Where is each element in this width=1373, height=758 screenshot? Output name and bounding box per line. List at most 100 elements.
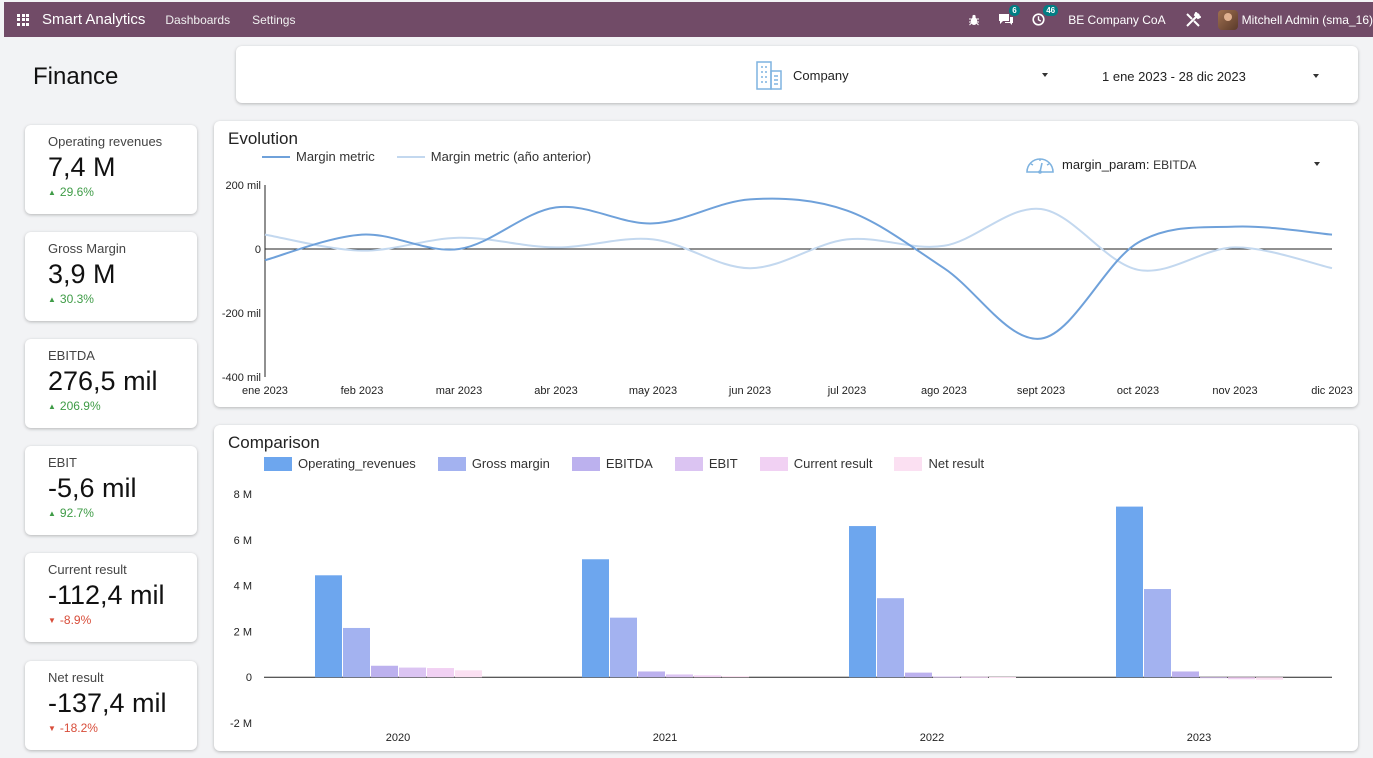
legend-label: EBIT <box>708 456 738 471</box>
bar-operating-revenues-2023 <box>1116 506 1143 678</box>
app-name[interactable]: Smart Analytics <box>42 11 146 28</box>
bar-current-result-2020 <box>427 668 454 678</box>
legend-item-current-result[interactable]: Current result <box>759 456 873 471</box>
menu-dashboards[interactable]: Dashboards <box>165 12 231 27</box>
legend-swatch <box>674 456 703 471</box>
kpi-label: EBIT <box>48 455 77 470</box>
y-tick-label: 2 M <box>234 626 252 638</box>
x-tick-label: may 2023 <box>629 385 677 397</box>
x-tick-label: nov 2023 <box>1212 385 1257 397</box>
legend-label: Net result <box>928 456 985 471</box>
y-tick-label: -2 M <box>230 718 252 730</box>
legend-item-ebitda[interactable]: EBITDA <box>571 456 653 471</box>
x-tick-label: abr 2023 <box>534 385 577 397</box>
bar-gross-margin-2022 <box>877 598 904 678</box>
kpi-change: ▲ 30.3% <box>48 292 197 306</box>
kpi-card-ebit[interactable]: EBIT -5,6 mil ▲ 92.7% <box>25 446 197 535</box>
arrow-up-icon: ▲ <box>48 508 56 518</box>
date-range-select[interactable]: 1 ene 2023 - 28 dic 2023 <box>1102 66 1319 86</box>
series-line-margin-metric <box>264 197 1333 340</box>
y-tick-label: -200 mil <box>222 308 261 320</box>
bar-current-result-2021 <box>694 675 721 678</box>
kpi-value: -5,6 mil <box>48 473 137 503</box>
x-tick-label: 2021 <box>653 732 677 744</box>
kpi-value: 7,4 M <box>48 152 116 182</box>
comparison-legend: Operating_revenues Gross margin EBITDA EBIT… <box>264 456 1006 471</box>
messages-count-badge: 6 <box>1009 5 1020 16</box>
kpi-label: EBITDA <box>48 348 95 363</box>
arrow-up-icon: ▲ <box>48 187 56 197</box>
x-tick-label: ene 2023 <box>242 385 288 397</box>
date-range-value: 1 ene 2023 - 28 dic 2023 <box>1102 68 1246 84</box>
activities-count-badge: 46 <box>1043 5 1059 16</box>
legend-item-margin-metric[interactable]: Margin metric <box>262 149 375 164</box>
legend-label: EBITDA <box>605 456 653 471</box>
comparison-chart-panel: Comparison Operating_revenues Gross margi… <box>214 425 1358 751</box>
x-tick-label: mar 2023 <box>436 385 482 397</box>
kpi-card-operating-revenues[interactable]: Operating revenues 7,4 M ▲ 29.6% <box>25 125 197 214</box>
legend-swatch <box>437 456 466 471</box>
kpi-label: Net result <box>48 670 104 685</box>
tools-icon[interactable] <box>1185 11 1201 28</box>
evolution-legend: Margin metric Margin metric (año anterio… <box>262 149 613 164</box>
comparison-chart-title: Comparison <box>228 433 320 452</box>
bar-ebit-2022 <box>933 676 960 678</box>
menu-settings[interactable]: Settings <box>252 12 296 27</box>
y-tick-label: 6 M <box>234 535 252 547</box>
x-tick-label: dic 2023 <box>1311 385 1353 397</box>
bar-current-result-2023 <box>1228 677 1255 680</box>
legend-item-operating-revenues[interactable]: Operating_revenues <box>264 456 416 471</box>
arrow-down-icon: ▼ <box>48 723 56 733</box>
bar-operating-revenues-2022 <box>849 526 876 678</box>
legend-item-gross-margin[interactable]: Gross margin <box>437 456 550 471</box>
kpi-change: ▲ 29.6% <box>48 185 197 199</box>
legend-item-margin-metric-previous[interactable]: Margin metric (año anterior) <box>396 149 592 164</box>
kpi-change: ▲ 206.9% <box>48 399 197 413</box>
bar-gross-margin-2021 <box>610 617 637 678</box>
legend-label: Current result <box>793 456 873 471</box>
apps-menu-icon[interactable] <box>8 2 38 37</box>
kpi-card-gross-margin[interactable]: Gross Margin 3,9 M ▲ 30.3% <box>25 232 197 321</box>
company-switcher[interactable]: BE Company CoA <box>1068 12 1166 27</box>
messages-icon[interactable]: 6 <box>998 5 1020 26</box>
kpi-card-net-result[interactable]: Net result -137,4 mil ▼ -18.2% <box>25 661 197 750</box>
series-line-margin-metric-previous <box>264 207 1333 272</box>
debug-bug-icon[interactable] <box>968 14 980 26</box>
gauge-icon <box>1026 158 1054 174</box>
kpi-value: 3,9 M <box>48 259 116 289</box>
legend-item-net-result[interactable]: Net result <box>894 456 984 471</box>
company-filter-select[interactable]: Company <box>753 60 1048 90</box>
company-filter-label: Company <box>793 67 849 83</box>
bar-ebit-2023 <box>1200 677 1227 679</box>
x-tick-label: jun 2023 <box>728 385 771 397</box>
kpi-change-value: -8.9% <box>59 613 92 627</box>
margin-param-select[interactable]: margin_param: EBITDA <box>1024 150 1320 178</box>
legend-item-ebit[interactable]: EBIT <box>674 456 738 471</box>
activities-clock-icon[interactable]: 46 <box>1032 5 1059 26</box>
legend-swatch <box>264 456 292 471</box>
navbar-systray: 6 46 BE Company CoA Mitchell Admin (sma_… <box>959 2 1373 37</box>
kpi-value: -137,4 mil <box>48 688 167 718</box>
kpi-value: -112,4 mil <box>48 580 165 610</box>
kpi-change-value: 30.3% <box>59 292 94 306</box>
building-icon <box>756 61 782 90</box>
y-tick-label: 200 mil <box>226 180 261 192</box>
page-title: Finance <box>33 63 119 90</box>
y-tick-label: 8 M <box>234 489 252 501</box>
y-tick-label: 0 <box>255 244 261 256</box>
kpi-card-ebitda[interactable]: EBITDA 276,5 mil ▲ 206.9% <box>25 339 197 428</box>
margin-param-label: margin_param: <box>1062 156 1150 172</box>
x-tick-label: jul 2023 <box>827 385 867 397</box>
kpi-card-current-result[interactable]: Current result -112,4 mil ▼ -8.9% <box>25 553 197 642</box>
kpi-change-value: 92.7% <box>59 506 94 520</box>
bar-ebitda-2021 <box>638 671 665 678</box>
kpi-change-value: 29.6% <box>59 185 94 199</box>
y-tick-label: -400 mil <box>222 372 261 384</box>
chevron-down-icon <box>1314 162 1320 166</box>
legend-swatch <box>759 456 788 471</box>
user-menu[interactable]: Mitchell Admin (sma_16) <box>1217 9 1373 30</box>
user-name: Mitchell Admin (sma_16) <box>1241 12 1373 27</box>
kpi-change-value: 206.9% <box>59 399 101 413</box>
legend-label: Margin metric (año anterior) <box>430 149 592 164</box>
kpi-change-value: -18.2% <box>59 721 98 735</box>
